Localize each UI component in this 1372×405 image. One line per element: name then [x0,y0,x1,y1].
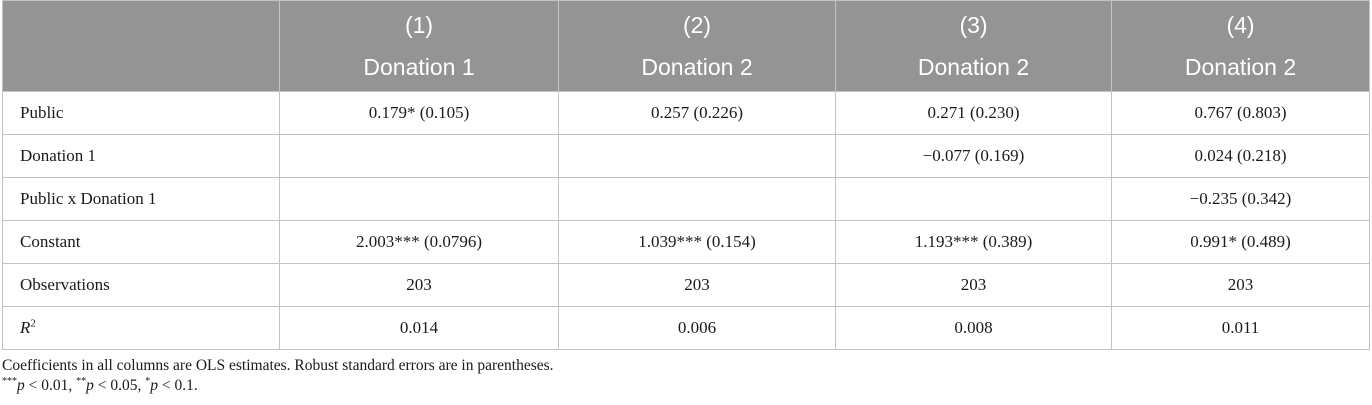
sig-p-symbol: p [17,377,25,394]
table-cell: 0.014 [279,306,559,350]
sig-stars: * [145,375,151,387]
column-header-2: (2) Donation 2 [558,0,836,92]
column-number: (3) [959,12,988,38]
dependent-variable: Donation 2 [641,54,753,80]
table-cell: 0.024 (0.218) [1111,134,1370,178]
table-row: Public x Donation 1 −0.235 (0.342) [2,177,1370,221]
table-notes: Coefficients in all columns are OLS esti… [2,356,554,396]
table-cell [558,134,836,178]
table-cell: 0.991* (0.489) [1111,220,1370,264]
table-body: Public 0.179* (0.105) 0.257 (0.226) 0.27… [2,91,1370,350]
table-cell: −0.077 (0.169) [835,134,1112,178]
column-number: (4) [1226,12,1255,38]
table-cell [279,134,559,178]
table-cell: 0.179* (0.105) [279,91,559,135]
table-cell: 0.271 (0.230) [835,91,1112,135]
table-cell: 203 [1111,263,1370,307]
column-header-4: (4) Donation 2 [1111,0,1370,92]
r-squared-exponent: 2 [30,317,36,330]
sig-stars: ** [76,375,87,387]
row-label: Public x Donation 1 [2,177,280,221]
table-header: (1) Donation 1 (2) Donation 2 (3) Donation … [2,0,1370,92]
table-cell: 203 [279,263,559,307]
row-label: Public [2,91,280,135]
table-cell: 0.257 (0.226) [558,91,836,135]
column-header-1: (1) Donation 1 [279,0,559,92]
notes-estimation-line: Coefficients in all columns are OLS esti… [2,357,554,374]
header-corner-cell [2,0,280,92]
table-cell: 1.193*** (0.389) [835,220,1112,264]
table-row: Observations 203 203 203 203 [2,263,1370,307]
table-row: Donation 1 −0.077 (0.169) 0.024 (0.218) [2,134,1370,178]
r-squared-symbol: R [20,318,31,337]
table-cell [835,177,1112,221]
row-label: Constant [2,220,280,264]
sig-threshold: < 0.1. [158,377,198,394]
table-cell: 0.008 [835,306,1112,350]
table-cell: 203 [558,263,836,307]
table-row: Constant 2.003*** (0.0796) 1.039*** (0.1… [2,220,1370,264]
table-cell [558,177,836,221]
column-number: (1) [404,12,434,38]
table-cell: 0.011 [1111,306,1370,350]
sig-stars: *** [2,375,17,387]
table-row: R2 0.014 0.006 0.008 0.011 [2,306,1370,350]
sig-p-symbol: p [150,377,158,394]
table-cell: 1.039*** (0.154) [558,220,836,264]
notes-significance-line: ***p < 0.01, **p < 0.05, *p < 0.1. [2,376,554,396]
table-cell: 0.006 [558,306,836,350]
table-cell: 203 [835,263,1112,307]
header-row: (1) Donation 1 (2) Donation 2 (3) Donation … [2,0,1370,92]
table-cell: 0.767 (0.803) [1111,91,1370,135]
sig-p-symbol: p [86,377,94,394]
table-row: Public 0.179* (0.105) 0.257 (0.226) 0.27… [2,91,1370,135]
column-header-3: (3) Donation 2 [835,0,1112,92]
row-label: Observations [2,263,280,307]
sig-threshold: < 0.05, [93,377,146,394]
row-label: Donation 1 [2,134,280,178]
dependent-variable: Donation 2 [917,54,1030,80]
row-label-r-squared: R2 [2,306,280,350]
sig-threshold: < 0.01, [24,377,77,394]
table-cell: 2.003*** (0.0796) [279,220,559,264]
column-number: (2) [682,12,712,38]
dependent-variable: Donation 1 [363,54,475,80]
regression-table: (1) Donation 1 (2) Donation 2 (3) Donation … [2,0,1370,350]
table-cell: −0.235 (0.342) [1111,177,1370,221]
dependent-variable: Donation 2 [1184,54,1297,80]
table-cell [279,177,559,221]
